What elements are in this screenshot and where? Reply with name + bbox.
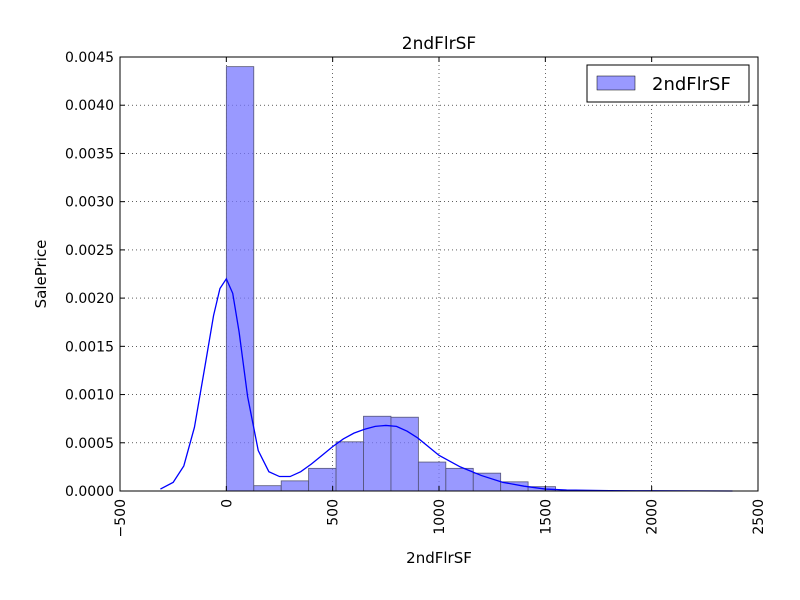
x-tick-label: 1500 [538,499,554,535]
histogram-bar [390,416,419,492]
histogram-bar [253,485,282,492]
y-tick-label: 0.0005 [65,436,114,452]
y-tick-label: 0.0000 [65,484,114,500]
y-tick-label: 0.0010 [65,388,114,404]
y-axis-label: SalePrice [32,240,50,309]
legend-swatch [596,75,636,91]
x-tick-label: 2000 [645,499,661,535]
kde-layer [160,277,733,492]
y-tick-label: 0.0015 [65,339,114,355]
histogram-bar [335,441,364,492]
histogram-bar [280,480,310,492]
x-tick-labels: −500 0 500 1000 1500 2000 2500 [113,499,767,537]
histogram-bar [308,467,337,492]
chart-title: 2ndFlrSF [402,34,476,54]
histogram-bar [472,472,502,492]
y-tick-label: 0.0025 [65,243,114,259]
x-tick-label: −500 [113,499,129,537]
legend: 2ndFlrSF [586,64,750,103]
x-tick-label: 1000 [432,499,448,535]
histogram-bar [225,66,255,492]
axis-ticks [119,56,759,492]
legend-label: 2ndFlrSF [652,74,731,95]
y-tick-label: 0.0030 [65,195,114,211]
histogram-bar [445,467,474,492]
x-tick-label: 500 [326,499,342,526]
y-tick-label: 0.0020 [65,291,114,307]
x-tick-label: 2500 [751,499,767,535]
y-tick-labels: 0.0000 0.0005 0.0010 0.0015 0.0020 0.0025 0.00… [65,50,114,500]
kde-curve [160,277,733,492]
y-tick-label: 0.0040 [65,98,114,114]
x-tick-label: 0 [219,499,235,508]
y-tick-label: 0.0035 [65,146,114,162]
histogram-bar [417,461,447,492]
x-axis-label: 2ndFlrSF [406,549,472,567]
y-tick-label: 0.0045 [65,50,114,66]
histogram-bar [363,415,392,492]
